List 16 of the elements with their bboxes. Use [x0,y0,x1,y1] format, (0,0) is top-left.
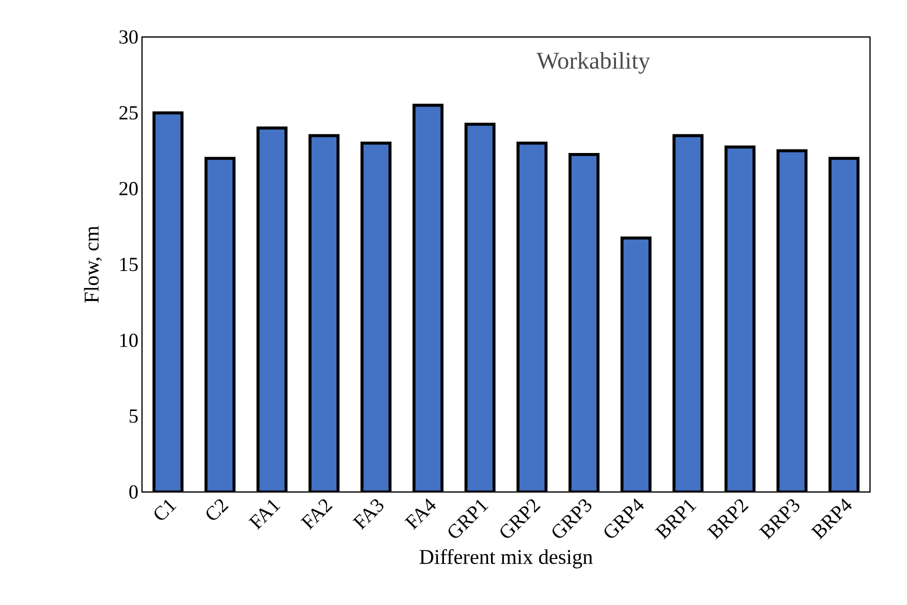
y-tick-label: 10 [120,334,138,348]
y-tick-label: 25 [119,106,138,120]
x-tick-label: FA2 [300,499,333,530]
y-tick-label: 15 [120,258,138,272]
y-tick-label: 5 [130,410,138,423]
y-tick-label: 0 [129,485,138,499]
y-tick-label: 20 [119,182,138,196]
x-tick-label: FA1 [248,500,280,530]
text: Workability [536,52,650,74]
x-tick-label: C1 [154,500,176,520]
y-axis-title: Flow, cm [84,226,102,303]
x-tick-label: FA4 [404,498,436,530]
x-tick-label: FA3 [352,499,384,530]
y-tick-label: 30 [120,30,138,44]
x-tick-label: C2 [206,499,229,520]
x-axis-title: Different mix design [420,549,593,568]
